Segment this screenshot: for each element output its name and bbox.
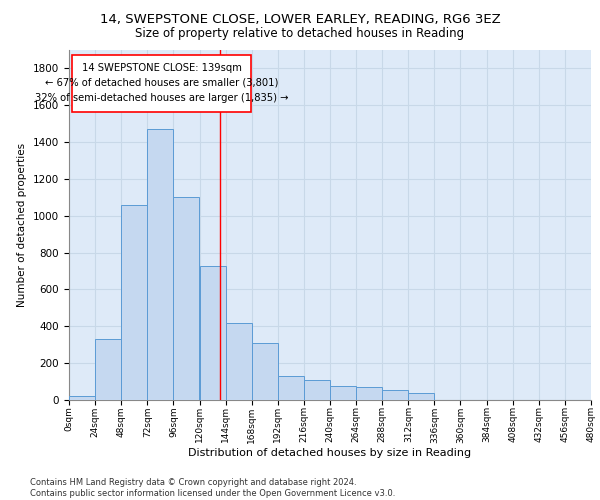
- Bar: [148, 129, 173, 400]
- Bar: [408, 392, 434, 400]
- Bar: [252, 343, 278, 400]
- Text: Contains HM Land Registry data © Crown copyright and database right 2024.
Contai: Contains HM Land Registry data © Crown c…: [30, 478, 395, 498]
- Bar: [304, 380, 330, 400]
- Bar: [121, 204, 148, 400]
- Text: 32% of semi-detached houses are larger (1,835) →: 32% of semi-detached houses are larger (…: [35, 93, 288, 103]
- Text: 14 SWEPSTONE CLOSE: 139sqm: 14 SWEPSTONE CLOSE: 139sqm: [82, 62, 241, 72]
- Bar: [382, 390, 409, 400]
- Bar: [199, 266, 226, 400]
- X-axis label: Distribution of detached houses by size in Reading: Distribution of detached houses by size …: [188, 448, 472, 458]
- Bar: [278, 376, 304, 400]
- Bar: [173, 198, 199, 400]
- Y-axis label: Number of detached properties: Number of detached properties: [17, 143, 28, 307]
- Bar: [226, 322, 252, 400]
- Bar: [95, 339, 121, 400]
- Bar: [356, 387, 382, 400]
- Bar: [69, 396, 95, 400]
- Text: ← 67% of detached houses are smaller (3,801): ← 67% of detached houses are smaller (3,…: [45, 77, 278, 87]
- Bar: [330, 386, 356, 400]
- Text: Size of property relative to detached houses in Reading: Size of property relative to detached ho…: [136, 28, 464, 40]
- Text: 14, SWEPSTONE CLOSE, LOWER EARLEY, READING, RG6 3EZ: 14, SWEPSTONE CLOSE, LOWER EARLEY, READI…: [100, 12, 500, 26]
- FancyBboxPatch shape: [72, 54, 251, 112]
